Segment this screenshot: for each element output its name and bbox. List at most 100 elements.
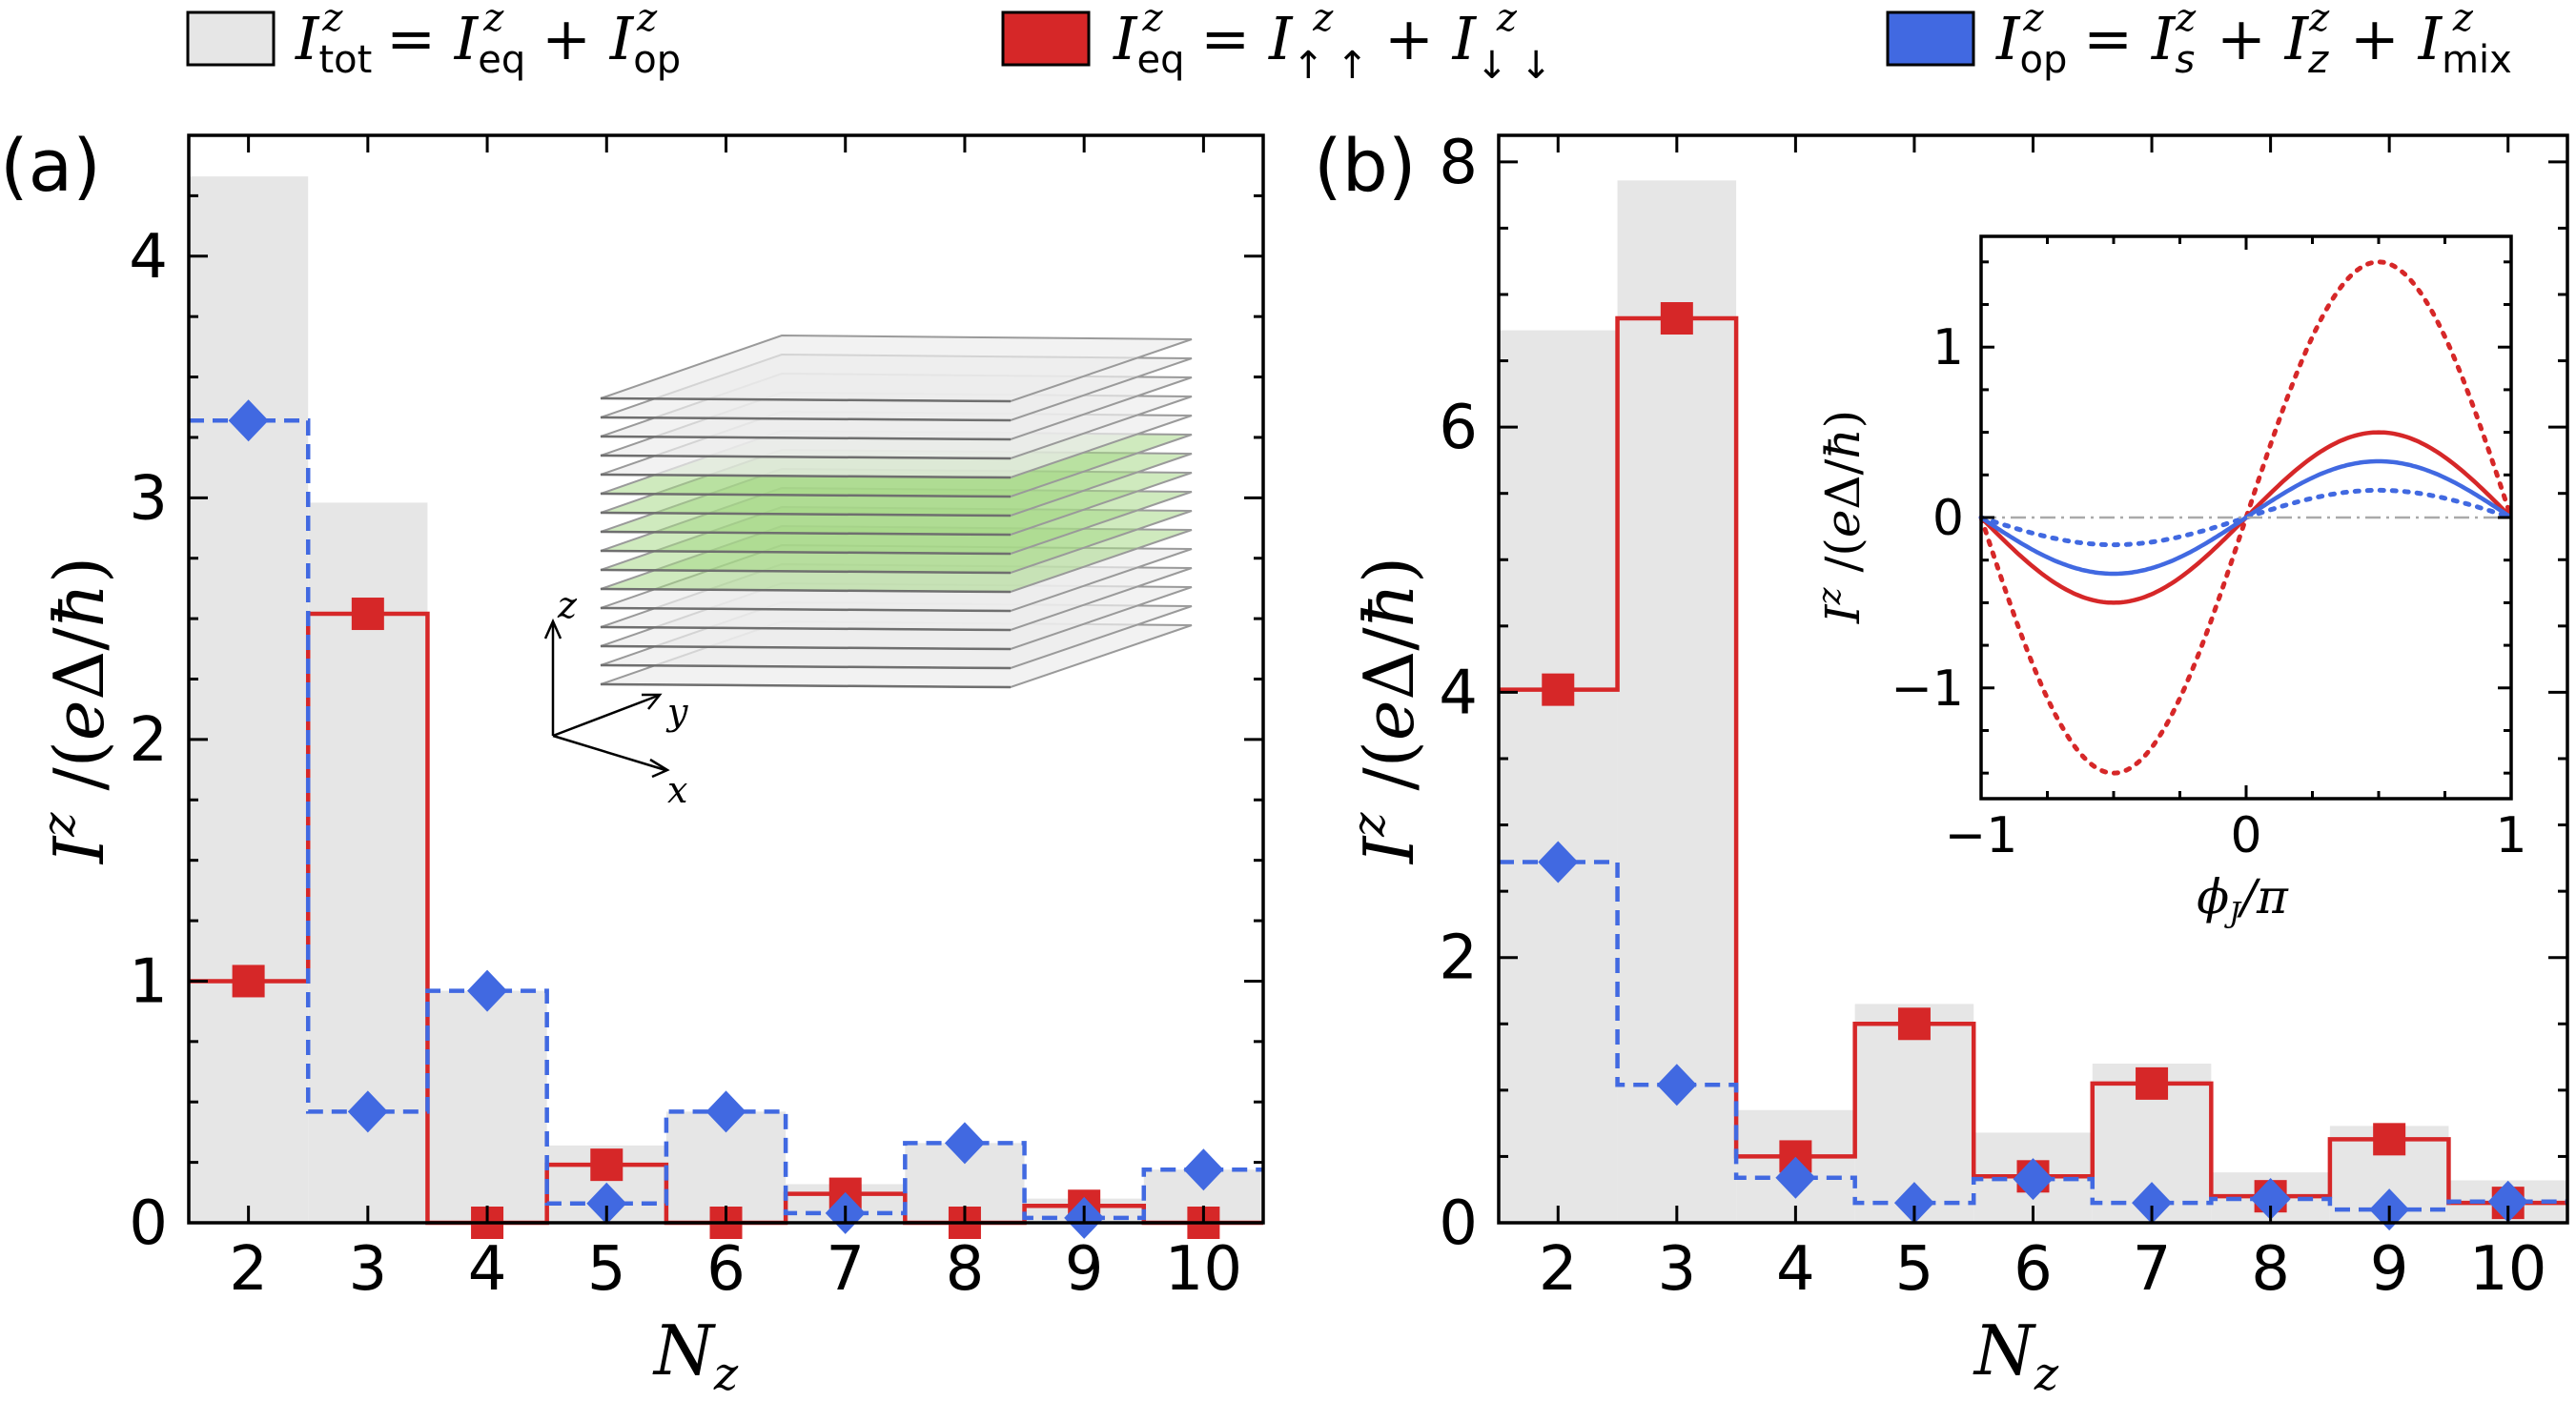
b-marker-eq-2 xyxy=(1542,673,1575,706)
b-marker-op-3 xyxy=(1656,1064,1697,1107)
panel-label-a: (a) xyxy=(0,123,101,208)
inset-curve-blue-dotted xyxy=(1978,487,2514,548)
b-ytick-label-8: 8 xyxy=(1439,128,1478,198)
b-xtick-label-4: 4 xyxy=(1776,1234,1815,1305)
a-bar-tot-4 xyxy=(427,990,547,1223)
a-marker-op-10 xyxy=(1183,1148,1224,1191)
stack-layer-edge-5 xyxy=(600,606,1012,613)
panel-b-op-group xyxy=(1499,841,2567,1231)
b-marker-eq-9 xyxy=(2373,1123,2406,1156)
inset-ylabel: Iz /(eΔ/ħ) xyxy=(1810,410,1871,624)
b-bar-tot-2 xyxy=(1499,330,1618,1223)
b-xtick-label-9: 9 xyxy=(2370,1234,2409,1305)
a-xtick-label-6: 6 xyxy=(706,1234,746,1305)
b-xtick-label-2: 2 xyxy=(1539,1234,1578,1305)
a-ytick-label-4: 4 xyxy=(129,222,168,293)
b-marker-eq-5 xyxy=(1897,1007,1931,1041)
coord-axis-y-line xyxy=(552,694,659,738)
b-xtick-label-8: 8 xyxy=(2251,1234,2290,1305)
coordinate-axes-schematic: z y x xyxy=(543,584,688,811)
b-marker-op-5 xyxy=(1893,1182,1934,1225)
coord-axis-y-arrow xyxy=(642,693,663,710)
layer-stack-schematic xyxy=(600,334,1193,689)
b-ytick-label-4: 4 xyxy=(1439,658,1478,728)
a-marker-op-6 xyxy=(705,1090,746,1133)
a-marker-op-8 xyxy=(944,1122,985,1165)
a-marker-eq-5 xyxy=(590,1148,624,1182)
legend-label-eq: Ieqz = I↑ ↑z + I↓ ↓z xyxy=(1113,0,1552,88)
legend-label-tot: Itotz = Ieqz + Iopz xyxy=(295,0,681,82)
a-xtick-label-3: 3 xyxy=(348,1234,387,1305)
panel-a-op-group xyxy=(189,399,1263,1239)
panel-label-b: (b) xyxy=(1314,123,1417,208)
b-ytick-label-6: 6 xyxy=(1439,393,1478,463)
legend-swatch-tot xyxy=(186,10,276,67)
inset-xtick-label-0: 0 xyxy=(2230,807,2261,864)
coord-axis-z-arrow xyxy=(543,618,562,640)
stack-layer-edge-15 xyxy=(600,416,1012,422)
b-bar-tot-3 xyxy=(1617,180,1737,1223)
panel-a: (a) 2 3 4 5 6 7 8 9 10 0 1 2 3 4 Iz /(eΔ/ħ) Nz z y x xyxy=(0,123,1265,1401)
b-marker-op-7 xyxy=(2132,1182,2173,1225)
b-ytick-label-0: 0 xyxy=(1439,1188,1478,1259)
b-xtick-label-7: 7 xyxy=(2133,1234,2172,1305)
a-marker-eq-3 xyxy=(351,598,384,631)
legend-entry-tot: Itotz = Ieqz + Iopz xyxy=(186,0,681,82)
a-ytick-label-1: 1 xyxy=(129,946,168,1017)
stack-layer-edge-8 xyxy=(600,549,1012,556)
a-xtick-label-2: 2 xyxy=(229,1234,268,1305)
legend-entry-eq: Ieqz = I↑ ↑z + I↓ ↓z xyxy=(1001,0,1552,88)
panel-b-xlabel: Nz xyxy=(1973,1310,2059,1401)
stack-layer-edge-12 xyxy=(600,473,1012,479)
a-xtick-label-7: 7 xyxy=(826,1234,865,1305)
b-marker-op-6 xyxy=(2013,1158,2054,1201)
panel-a-axes: 2 3 4 5 6 7 8 9 10 0 1 2 3 4 xyxy=(129,133,1265,1305)
legend-swatch-op xyxy=(1886,10,1975,67)
stack-layer-edge-9 xyxy=(600,530,1012,537)
stack-layer-edge-7 xyxy=(600,568,1012,575)
inset-xtick-label--1: −1 xyxy=(1945,807,2018,864)
coord-label-y: y xyxy=(665,691,688,733)
a-ytick-label-0: 0 xyxy=(129,1188,168,1259)
stack-layer-edge-14 xyxy=(600,435,1012,441)
coord-label-x: x xyxy=(667,769,687,811)
stack-layer-edge-16 xyxy=(600,396,1012,403)
a-marker-op-4 xyxy=(467,969,508,1012)
legend-label-op: Iopz = Isz + Izz + Imixz xyxy=(1995,0,2512,82)
stack-layer-edge-6 xyxy=(600,587,1012,594)
stack-layer-edge-13 xyxy=(600,454,1012,460)
coord-axis-x-line xyxy=(552,734,666,772)
stack-layer-edge-3 xyxy=(600,644,1012,651)
a-bar-tot-2 xyxy=(189,176,309,1223)
inset-axes: −1 0 1 −1 0 1 xyxy=(1891,234,2527,864)
legend-entry-op: Iopz = Isz + Izz + Imixz xyxy=(1886,0,2512,82)
a-marker-eq-2 xyxy=(232,964,265,998)
a-xtick-label-9: 9 xyxy=(1065,1234,1104,1305)
panel-a-bars-group xyxy=(189,176,1263,1223)
b-marker-op-2 xyxy=(1538,841,1579,883)
coord-label-z: z xyxy=(557,584,578,626)
panel-b-ylabel: Iz /(eΔ/ħ) xyxy=(1342,557,1429,865)
stack-layer-edge-10 xyxy=(600,511,1012,518)
a-xtick-label-5: 5 xyxy=(587,1234,626,1305)
inset-ytick-label-1: 1 xyxy=(1932,319,1964,376)
legend: Itotz = Ieqz + Iopz Ieqz = I↑ ↑z + I↓ ↓z… xyxy=(186,0,2512,88)
b-marker-eq-3 xyxy=(1660,302,1693,335)
a-xtick-label-10: 10 xyxy=(1165,1234,1242,1305)
b-xtick-label-6: 6 xyxy=(2014,1234,2053,1305)
inset-ytick-label-0: 0 xyxy=(1932,490,1964,547)
b-marker-op-10 xyxy=(2487,1180,2528,1223)
inset-xlabel: ϕJ/π xyxy=(2197,869,2289,930)
a-xtick-label-4: 4 xyxy=(468,1234,507,1305)
stack-layer-edge-11 xyxy=(600,492,1012,498)
coord-axis-x-arrow xyxy=(649,758,670,779)
stack-layer-edge-2 xyxy=(600,663,1012,670)
a-marker-op-2 xyxy=(228,399,269,442)
b-step-op xyxy=(1499,860,2567,1212)
a-ytick-label-2: 2 xyxy=(129,705,168,776)
b-marker-op-8 xyxy=(2250,1177,2291,1220)
panel-a-ylabel: Iz /(eΔ/ħ) xyxy=(32,557,119,865)
